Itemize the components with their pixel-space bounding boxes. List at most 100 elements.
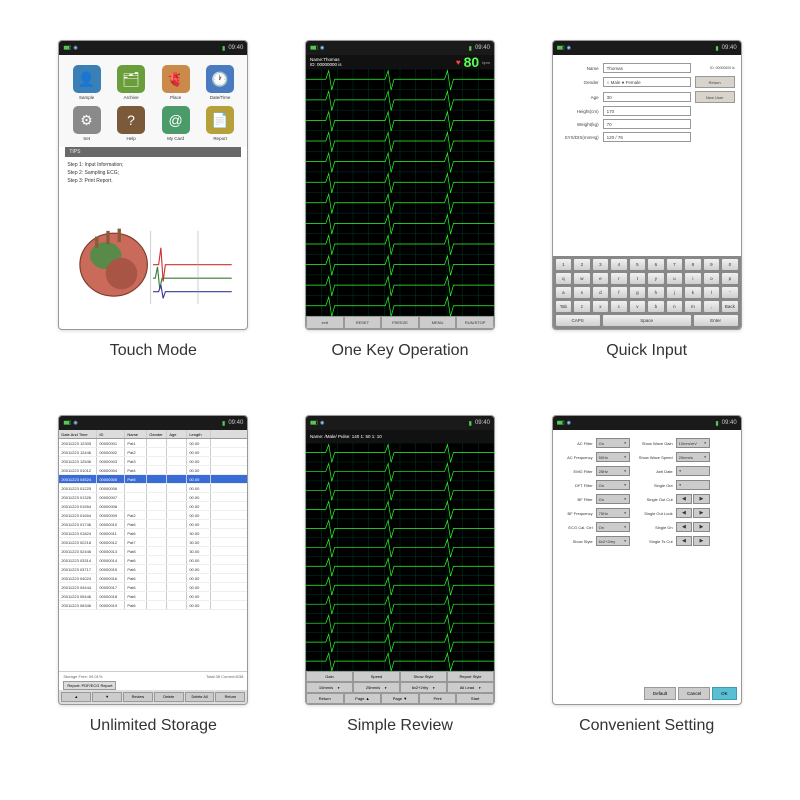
home-icon-my card[interactable]: @My Card [156,106,195,141]
key-6[interactable]: 6 [647,258,665,271]
review-btn[interactable]: Start [456,693,494,704]
key-w[interactable]: w [573,272,591,285]
arrow-left[interactable]: ◀ [676,536,693,546]
key-i[interactable]: i [684,272,702,285]
ecg-btn-run/stop[interactable]: RUN/STOP [456,316,494,329]
key-m[interactable]: m [684,300,702,313]
storage-btn[interactable]: Delete [154,692,184,702]
key-0[interactable]: 0 [721,258,739,271]
home-icon-place[interactable]: 🫀Place [156,65,195,100]
key-enter[interactable]: Enter [693,314,739,327]
key-s[interactable]: s [573,286,591,299]
setting-select[interactable]: 6x2+2rhy [596,536,630,546]
key-1[interactable]: 1 [555,258,573,271]
table-row[interactable]: 20011223 0371700000015Pat600.00 [59,565,247,574]
table-row[interactable]: 20011223 0634600000019Pat600.00 [59,601,247,610]
review-btn[interactable]: Return [306,693,344,704]
home-icon-report[interactable]: 📄Report [201,106,240,141]
key-o[interactable]: o [703,272,721,285]
key-v[interactable]: v [629,300,647,313]
field-weight(kg)[interactable]: 70 [603,119,691,129]
key-h[interactable]: h [647,286,665,299]
field-height(cm)[interactable]: 170 [603,106,691,116]
key-8[interactable]: 8 [684,258,702,271]
report-type-button[interactable]: Report: PDF/ECG Report [63,681,116,690]
key-5[interactable]: 5 [629,258,647,271]
setting-select[interactable]: 10mm/mV [676,438,710,448]
table-row[interactable]: 20011223 1254600000003Pat300.00 [59,457,247,466]
review-btn[interactable]: Print [419,693,457,704]
key-x[interactable]: x [592,300,610,313]
key-4[interactable]: 4 [610,258,628,271]
table-row[interactable]: 20011223 1244600000002Pat200.00 [59,448,247,457]
key-q[interactable]: q [555,272,573,285]
field-gender[interactable]: ○ Male ● Female [603,77,691,87]
arrow-left[interactable]: ◀ [676,494,693,504]
key-g[interactable]: g [629,286,647,299]
side-btn[interactable]: Return [695,76,735,88]
table-row[interactable]: 20011223 1230500000001Pat100.00 [59,439,247,448]
home-icon-help[interactable]: ?Help [112,106,151,141]
review-btn[interactable]: Page ▲ [344,693,382,704]
setting-select[interactable] [676,480,710,490]
key-n[interactable]: n [666,300,684,313]
setting-select[interactable]: 25Hz [596,466,630,476]
ecg-btn-freeze[interactable]: FREEZE [381,316,419,329]
table-row[interactable]: 20011223 0402400000016Pat600.00 [59,574,247,583]
table-row[interactable]: 20011223 0244600000013Pat830.00 [59,547,247,556]
arrow-right[interactable]: ▶ [693,508,710,518]
storage-btn[interactable]: ▼ [92,692,122,702]
review-dropdown[interactable]: 10mm/s [306,682,353,693]
table-row[interactable]: 20011223 0174600000010Pat600.00 [59,520,247,529]
home-icon-date/time[interactable]: 🕐Date/Time [201,65,240,100]
key-z[interactable]: z [573,300,591,313]
storage-btn[interactable]: Delete All [185,692,215,702]
key-Tab[interactable]: Tab [555,300,573,313]
field-age[interactable]: 30 [603,92,691,102]
table-row[interactable]: 20011223 0444400000017Pat600.00 [59,583,247,592]
arrow-right[interactable]: ▶ [693,536,710,546]
review-dropdown[interactable]: 25mm/s [353,682,400,693]
key-r[interactable]: r [610,272,628,285]
table-row[interactable]: 20011223 0331400000014Pat600.00 [59,556,247,565]
table-row[interactable]: 20011223 013260000000700.00 [59,493,247,502]
settings-btn-default[interactable]: Default [644,687,676,700]
setting-select[interactable]: 75Hz [596,508,630,518]
key-y[interactable]: y [647,272,665,285]
home-icon-sample[interactable]: 👤Sample [67,65,106,100]
arrow-left[interactable]: ◀ [676,508,693,518]
setting-select[interactable]: 50Hz [596,452,630,462]
table-row[interactable]: 20011223 0452400000005Pat500.00 [59,475,247,484]
home-icon-set[interactable]: ⚙Set [67,106,106,141]
arrow-right[interactable]: ▶ [693,522,710,532]
key-u[interactable]: u [666,272,684,285]
setting-select[interactable]: On [596,494,630,504]
table-row[interactable]: 20011223 0182400000011Pat630.00 [59,529,247,538]
key-3[interactable]: 3 [592,258,610,271]
review-btn[interactable]: Page ▼ [381,693,419,704]
ecg-btn-reset[interactable]: RESET [344,316,382,329]
table-row[interactable]: 20011223 0221800000012Pat730.00 [59,538,247,547]
arrow-right[interactable]: ▶ [693,494,710,504]
key-b[interactable]: b [647,300,665,313]
key-p[interactable]: p [721,272,739,285]
ecg-btn-exit[interactable]: exit [306,316,344,329]
review-dropdown[interactable]: 6x2+2rhy [400,682,447,693]
home-icon-archive[interactable]: 🗂Archive [112,65,151,100]
setting-select[interactable] [676,466,710,476]
storage-btn[interactable]: ▲ [61,692,91,702]
table-row[interactable]: 20011223 015540000000800.00 [59,502,247,511]
key-k[interactable]: k [684,286,702,299]
storage-btn[interactable]: Return [215,692,245,702]
key-t[interactable]: t [629,272,647,285]
field-name[interactable]: Thomas [603,63,691,73]
table-row[interactable]: 20011223 0165400000009Pat200.00 [59,511,247,520]
settings-btn-ok[interactable]: OK [712,687,737,700]
setting-select[interactable]: On [596,480,630,490]
side-btn[interactable]: New User [695,91,735,103]
review-dropdown[interactable]: All Lead [447,682,494,693]
key-c[interactable]: c [610,300,628,313]
key-,[interactable]: , [703,300,721,313]
setting-select[interactable]: On [596,522,630,532]
key-j[interactable]: j [666,286,684,299]
